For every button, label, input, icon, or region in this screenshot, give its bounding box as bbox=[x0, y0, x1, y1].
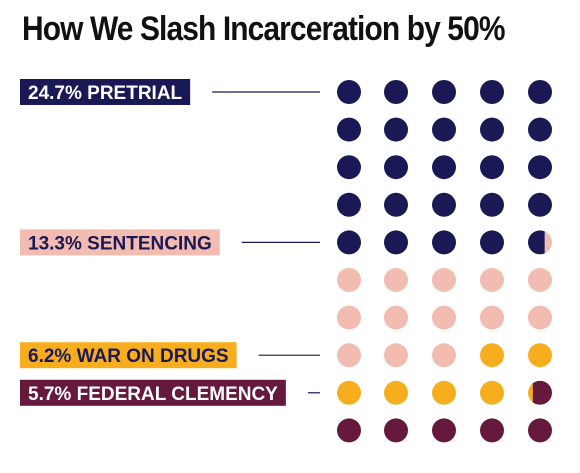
waffle-dot bbox=[337, 268, 361, 292]
waffle-dot bbox=[432, 305, 456, 330]
waffle-dot bbox=[432, 192, 456, 217]
waffle-dot bbox=[337, 155, 361, 180]
waffle-dot bbox=[432, 343, 456, 368]
waffle-dot-split bbox=[528, 380, 552, 405]
waffle-dot bbox=[337, 380, 361, 405]
waffle-dot bbox=[384, 343, 408, 368]
waffle-dot bbox=[432, 80, 456, 104]
waffle-dot bbox=[337, 418, 361, 443]
waffle-dot bbox=[384, 155, 408, 180]
category-label: 24.7% PRETRIAL bbox=[28, 83, 183, 104]
waffle-dot bbox=[384, 380, 408, 405]
waffle-dot bbox=[432, 380, 456, 405]
waffle-dot bbox=[432, 230, 456, 255]
category-label: 13.3% SENTENCING bbox=[28, 233, 212, 254]
waffle-dot bbox=[432, 268, 456, 292]
waffle-dot bbox=[432, 117, 456, 142]
waffle-dot bbox=[337, 343, 361, 368]
waffle-dot bbox=[528, 192, 552, 217]
waffle-dot bbox=[432, 418, 456, 443]
waffle-dot bbox=[528, 343, 552, 368]
waffle-dot bbox=[337, 80, 361, 104]
category-label-box bbox=[20, 79, 191, 105]
waffle-dot bbox=[480, 343, 504, 368]
waffle-dot bbox=[384, 80, 408, 104]
waffle-dot bbox=[528, 268, 552, 292]
waffle-dot bbox=[480, 268, 504, 292]
waffle-dot bbox=[337, 192, 361, 217]
waffle-dot-split bbox=[528, 230, 552, 255]
waffle-dot bbox=[384, 230, 408, 255]
waffle-dot bbox=[480, 192, 504, 217]
waffle-dot bbox=[480, 305, 504, 330]
chart-title: How We Slash Incarceration by 50% bbox=[22, 10, 505, 48]
category-label: 5.7% FEDERAL CLEMENCY bbox=[28, 384, 278, 405]
waffle-dot bbox=[528, 418, 552, 443]
waffle-dot bbox=[480, 418, 504, 443]
waffle-dot bbox=[480, 117, 504, 142]
waffle-dot bbox=[337, 305, 361, 330]
waffle-dot bbox=[384, 418, 408, 443]
waffle-dot bbox=[384, 192, 408, 217]
waffle-dot bbox=[337, 230, 361, 255]
waffle-dot bbox=[337, 117, 361, 142]
category-label-box bbox=[20, 342, 237, 369]
waffle-dot bbox=[480, 80, 504, 104]
waffle-dot bbox=[480, 380, 504, 405]
waffle-dot bbox=[480, 155, 504, 180]
category-label-box bbox=[20, 379, 286, 406]
category-label: 6.2% WAR ON DRUGS bbox=[28, 346, 229, 367]
waffle-dot bbox=[528, 117, 552, 142]
waffle-dot bbox=[528, 155, 552, 180]
waffle-dot bbox=[528, 80, 552, 104]
waffle-dot bbox=[384, 117, 408, 142]
category-label-box bbox=[20, 229, 220, 256]
waffle-dot bbox=[528, 305, 552, 330]
waffle-dot bbox=[432, 155, 456, 180]
waffle-dot bbox=[480, 230, 504, 255]
waffle-dot bbox=[384, 268, 408, 292]
waffle-dot bbox=[384, 305, 408, 330]
